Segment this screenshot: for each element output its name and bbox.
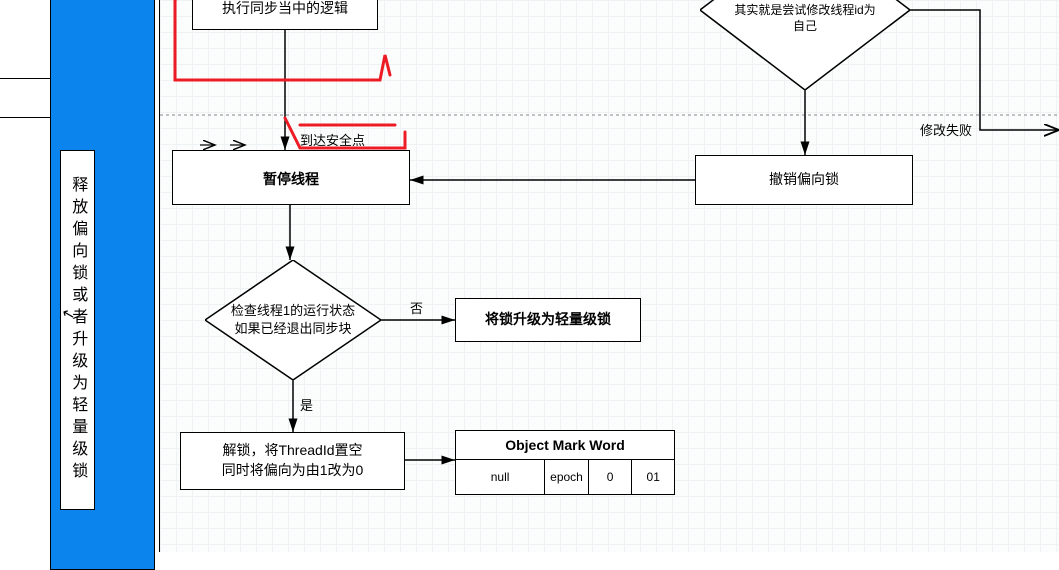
- left-white-band: [0, 78, 55, 118]
- node-exec-sync-label: 执行同步当中的逻辑: [222, 0, 348, 19]
- edge-label-no: 否: [410, 298, 423, 317]
- node-revoke-bias-label: 撤销偏向锁: [769, 170, 839, 190]
- left-column: 释放偏向锁或者升级为轻量级锁 ↖: [0, 0, 160, 552]
- node-cas-modify-label: CAS准备修改Mark Word 其实就是尝试修改线程id为 自己: [700, 0, 910, 90]
- node-unlock-label: 解锁，将ThreadId置空 同时将偏向为由1改为0: [222, 441, 364, 480]
- markword-table: Object Mark Word null epoch 0 01: [455, 430, 675, 495]
- markword-title: Object Mark Word: [456, 431, 674, 460]
- node-check-thread-label: 检查线程1的运行状态 如果已经退出同步块: [205, 260, 381, 380]
- node-unlock: 解锁，将ThreadId置空 同时将偏向为由1改为0: [180, 432, 405, 490]
- node-upgrade-lock: 将锁升级为轻量级锁: [455, 298, 641, 342]
- node-pause-thread-top-tab: [172, 150, 410, 156]
- markword-cell: null: [456, 460, 545, 494]
- edge-label-modify-fail: 修改失败: [920, 120, 972, 139]
- node-upgrade-lock-label: 将锁升级为轻量级锁: [485, 310, 611, 330]
- markword-cell: 0: [589, 460, 633, 494]
- node-revoke-bias: 撤销偏向锁: [695, 155, 913, 205]
- markword-row: null epoch 0 01: [456, 460, 674, 494]
- left-label-box: 释放偏向锁或者升级为轻量级锁: [60, 150, 95, 510]
- label-safepoint: 到达安全点: [300, 130, 365, 149]
- node-check-thread: 检查线程1的运行状态 如果已经退出同步块: [205, 260, 381, 380]
- markword-cell: 01: [632, 460, 674, 494]
- node-cas-modify: CAS准备修改Mark Word 其实就是尝试修改线程id为 自己: [700, 0, 910, 90]
- left-label-text: 释放偏向锁或者升级为轻量级锁: [69, 176, 87, 484]
- node-pause-thread: 暂停线程: [172, 155, 410, 205]
- edge-label-yes: 是: [300, 395, 313, 414]
- node-pause-thread-label: 暂停线程: [263, 170, 319, 190]
- markword-cell: epoch: [545, 460, 589, 494]
- node-exec-sync: 执行同步当中的逻辑: [192, 0, 378, 30]
